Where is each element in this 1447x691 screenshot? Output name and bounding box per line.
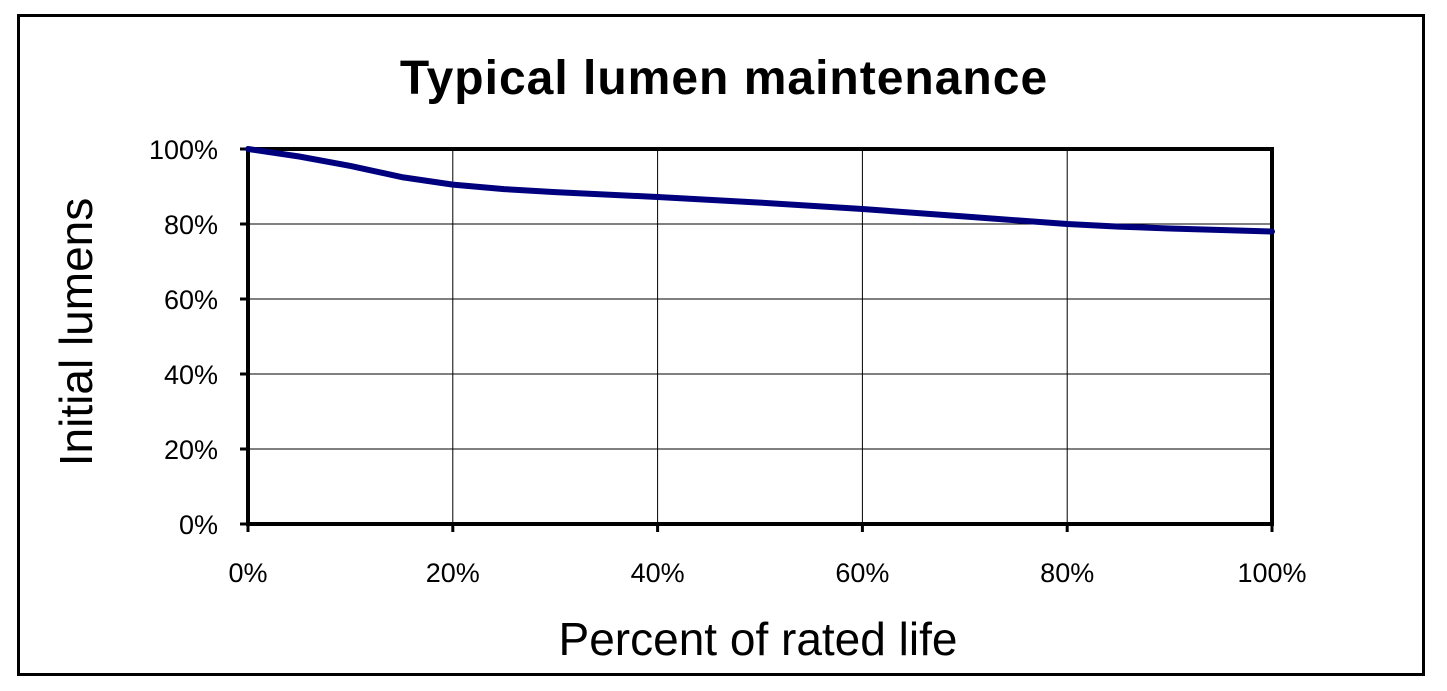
y-tick-label: 60% bbox=[164, 285, 218, 315]
chart-title: Typical lumen maintenance bbox=[400, 52, 1048, 105]
x-tick-label: 0% bbox=[228, 558, 267, 588]
x-tick-label: 60% bbox=[835, 558, 889, 588]
series-line bbox=[245, 146, 1275, 235]
x-tick-label: 40% bbox=[631, 558, 685, 588]
x-tick-label: 20% bbox=[426, 558, 480, 588]
x-axis-label: Percent of rated life bbox=[559, 613, 958, 665]
y-tick-label: 40% bbox=[164, 360, 218, 390]
y-tick-label: 0% bbox=[179, 510, 218, 540]
grid bbox=[240, 147, 1274, 532]
x-tick-labels: 0% 20% 40% 60% 80% 100% bbox=[228, 558, 1306, 588]
plot-area-border bbox=[246, 147, 1274, 526]
x-tick-label: 80% bbox=[1040, 558, 1094, 588]
chart-frame bbox=[17, 14, 1425, 676]
y-axis-label: Initial lumens bbox=[50, 198, 102, 466]
y-tick-label: 20% bbox=[164, 435, 218, 465]
y-tick-label: 80% bbox=[164, 210, 218, 240]
y-tick-label: 100% bbox=[149, 135, 218, 165]
x-tick-label: 100% bbox=[1237, 558, 1306, 588]
y-tick-labels: 0% 20% 40% 60% 80% 100% bbox=[149, 135, 218, 540]
